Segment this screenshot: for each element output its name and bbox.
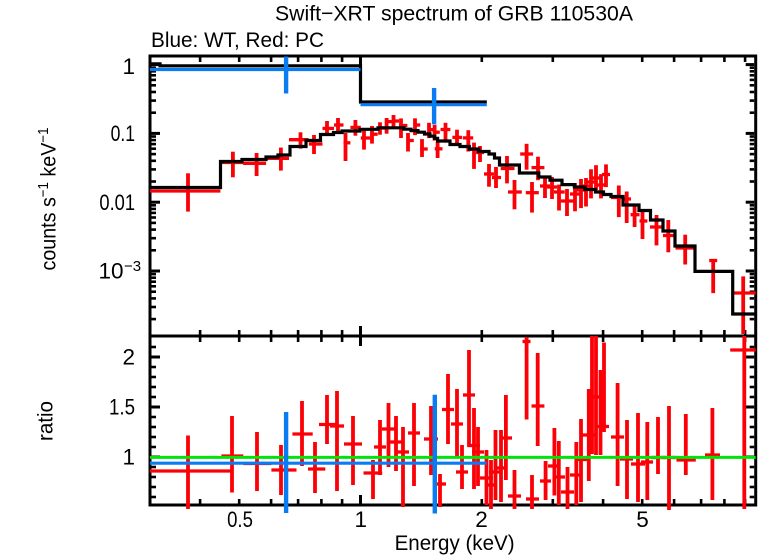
svg-text:0.01: 0.01 [99,190,135,215]
svg-text:5: 5 [636,507,649,532]
svg-text:ratio: ratio [34,401,58,441]
svg-text:Energy (keV): Energy (keV) [395,531,515,555]
svg-text:0.1: 0.1 [111,121,135,146]
svg-text:2: 2 [122,345,135,370]
svg-text:1.5: 1.5 [109,395,135,420]
svg-text:10: 10 [98,259,123,284]
svg-text:2: 2 [475,507,488,532]
svg-text:Blue: WT, Red: PC: Blue: WT, Red: PC [151,28,324,52]
svg-text:−3: −3 [124,258,141,275]
svg-text:1: 1 [122,445,135,470]
svg-text:1: 1 [354,507,367,532]
svg-text:0.5: 0.5 [227,507,253,532]
svg-text:Swift−XRT spectrum of GRB 1105: Swift−XRT spectrum of GRB 110530A [275,2,634,26]
svg-text:counts s−1 keV−1: counts s−1 keV−1 [36,128,61,271]
svg-text:1: 1 [122,54,135,79]
